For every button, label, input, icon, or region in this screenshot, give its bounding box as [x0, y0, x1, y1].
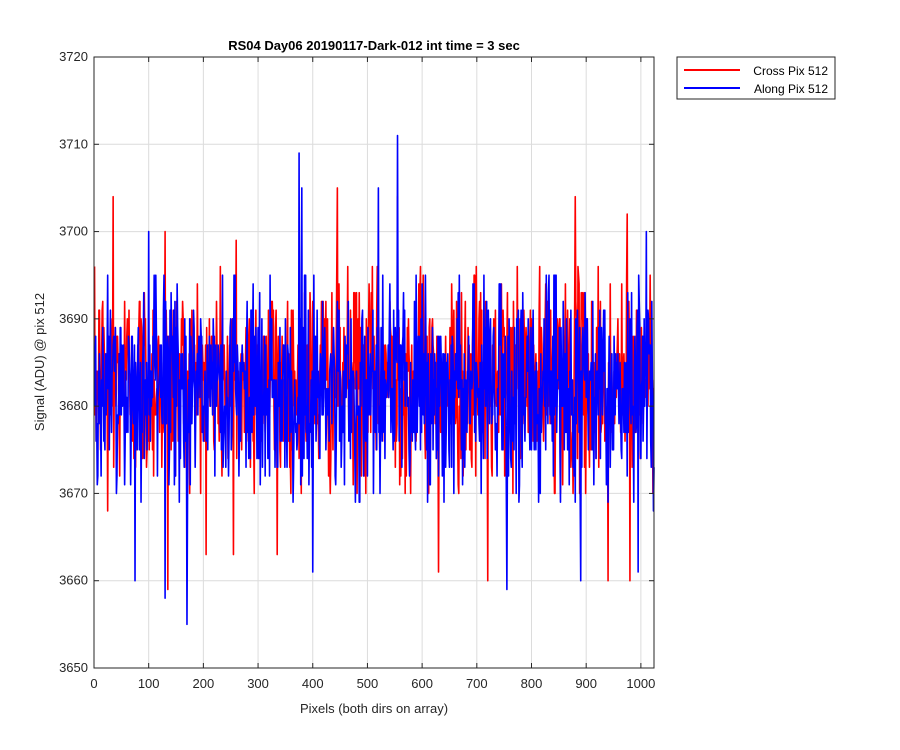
- x-tick-label: 700: [466, 676, 488, 691]
- y-tick-label: 3710: [59, 136, 88, 151]
- x-tick-label: 200: [193, 676, 215, 691]
- x-tick-label: 900: [575, 676, 597, 691]
- y-tick-label: 3660: [59, 573, 88, 588]
- x-tick-label: 1000: [626, 676, 655, 691]
- y-tick-label: 3650: [59, 660, 88, 675]
- x-tick-label: 400: [302, 676, 324, 691]
- y-tick-label: 3690: [59, 311, 88, 326]
- legend-label-cross: Cross Pix 512: [753, 64, 828, 78]
- x-tick-label: 100: [138, 676, 160, 691]
- x-axis-label: Pixels (both dirs on array): [300, 701, 448, 716]
- y-tick-label: 3680: [59, 398, 88, 413]
- x-tick-label: 600: [411, 676, 433, 691]
- y-tick-label: 3700: [59, 224, 88, 239]
- x-tick-label: 0: [90, 676, 97, 691]
- x-tick-labels: 0 100 200 300 400 500 600 700 800 900 1000: [90, 676, 655, 691]
- legend-box: [676, 56, 836, 100]
- series-layer: [93, 134, 655, 626]
- y-tick-label: 3720: [59, 49, 88, 64]
- y-tick-labels: 3650 3660 3670 3680 3690 3700 3710 3720: [59, 49, 88, 675]
- legend: Cross Pix 512 Along Pix 512: [676, 56, 836, 100]
- legend-label-along: Along Pix 512: [754, 82, 828, 96]
- series-line-along-pix-512: [93, 134, 655, 626]
- y-tick-label: 3670: [59, 485, 88, 500]
- y-axis-label: Signal (ADU) @ pix 512: [32, 293, 47, 431]
- x-tick-label: 500: [357, 676, 379, 691]
- axis-ticks: [93, 56, 654, 669]
- chart-title: RS04 Day06 20190117-Dark-012 int time = …: [228, 38, 520, 53]
- x-tick-label: 800: [521, 676, 543, 691]
- plot-frame: [93, 56, 655, 669]
- x-tick-label: 300: [247, 676, 269, 691]
